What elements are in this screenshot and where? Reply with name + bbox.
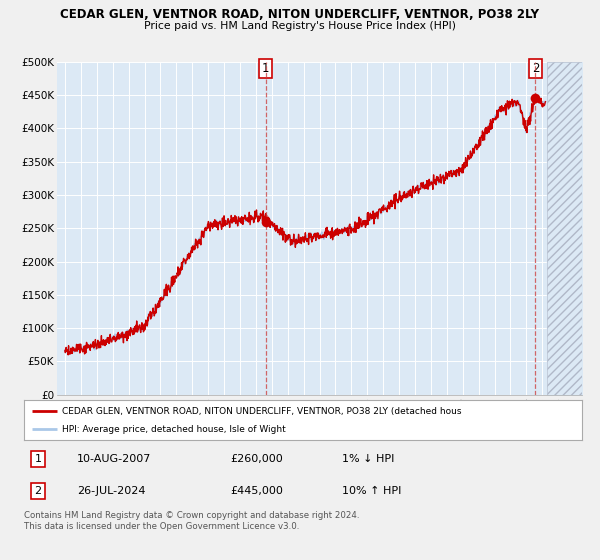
Text: This data is licensed under the Open Government Licence v3.0.: This data is licensed under the Open Gov… — [24, 522, 299, 531]
Text: Contains HM Land Registry data © Crown copyright and database right 2024.: Contains HM Land Registry data © Crown c… — [24, 511, 359, 520]
Text: 10% ↑ HPI: 10% ↑ HPI — [342, 486, 401, 496]
Text: 26-JUL-2024: 26-JUL-2024 — [77, 486, 146, 496]
Text: HPI: Average price, detached house, Isle of Wight: HPI: Average price, detached house, Isle… — [62, 425, 286, 434]
Text: 10-AUG-2007: 10-AUG-2007 — [77, 454, 151, 464]
Text: Price paid vs. HM Land Registry's House Price Index (HPI): Price paid vs. HM Land Registry's House … — [144, 21, 456, 31]
Text: CEDAR GLEN, VENTNOR ROAD, NITON UNDERCLIFF, VENTNOR, PO38 2LY (detached hous: CEDAR GLEN, VENTNOR ROAD, NITON UNDERCLI… — [62, 407, 461, 416]
Text: CEDAR GLEN, VENTNOR ROAD, NITON UNDERCLIFF, VENTNOR, PO38 2LY: CEDAR GLEN, VENTNOR ROAD, NITON UNDERCLI… — [61, 8, 539, 21]
Text: 2: 2 — [532, 62, 539, 75]
Text: 1% ↓ HPI: 1% ↓ HPI — [342, 454, 394, 464]
Text: 1: 1 — [262, 62, 269, 75]
Text: £445,000: £445,000 — [230, 486, 283, 496]
Text: 2: 2 — [34, 486, 41, 496]
Text: 1: 1 — [34, 454, 41, 464]
Text: £260,000: £260,000 — [230, 454, 283, 464]
